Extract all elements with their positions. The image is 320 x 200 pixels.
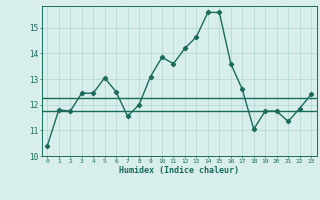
X-axis label: Humidex (Indice chaleur): Humidex (Indice chaleur) bbox=[119, 166, 239, 175]
